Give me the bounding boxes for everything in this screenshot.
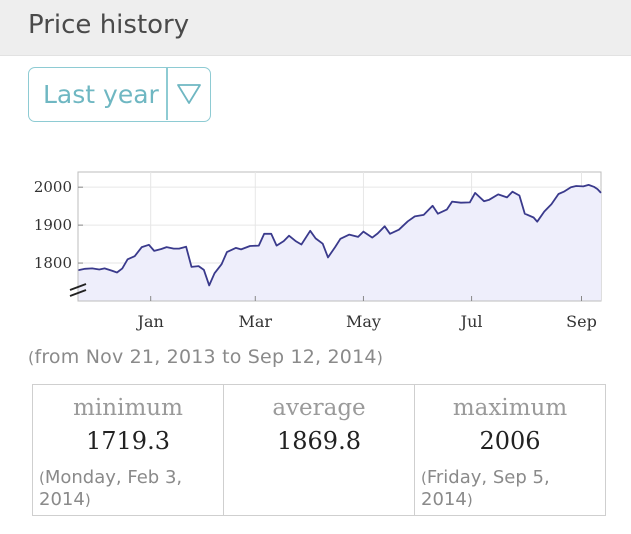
stat-average: average 1869.8: [224, 385, 415, 515]
stat-value: 2006: [479, 427, 541, 455]
y-tick-label: 1900: [34, 216, 72, 234]
header-bar: Price history: [0, 0, 631, 56]
stat-value: 1719.3: [86, 427, 170, 455]
axis-break-mark: [69, 289, 87, 297]
x-tick-label: Sep: [566, 312, 597, 331]
y-tick-label: 2000: [34, 178, 72, 196]
stat-minimum: minimum 1719.3 (Monday, Feb 3, 2014): [33, 385, 224, 515]
x-tick-label: Jan: [136, 312, 164, 331]
date-range-note: (from Nov 21, 2013 to Sep 12, 2014): [28, 346, 383, 368]
price-history-chart: 1800 1900 2000 Jan Mar May Jul Sep: [34, 171, 602, 331]
stat-value: 1869.8: [277, 427, 361, 455]
stat-date: (Friday, Sep 5, 2014): [421, 467, 550, 510]
stat-date-text: Friday, Sep 5, 2014: [421, 467, 550, 510]
series-line: [77, 184, 602, 287]
series-area: [78, 184, 601, 301]
stat-label: minimum: [73, 395, 183, 421]
open-paren: (: [28, 348, 35, 367]
close-paren: ): [376, 348, 384, 367]
x-tick-label: Jul: [459, 312, 483, 331]
x-tick-label: Mar: [238, 312, 272, 331]
period-dropdown[interactable]: Last year: [28, 67, 211, 122]
stat-label: maximum: [452, 395, 568, 421]
axis-break-mark: [69, 283, 87, 291]
triangle-down-icon[interactable]: [175, 82, 203, 106]
date-range-text: from Nov 21, 2013 to Sep 12, 2014: [34, 346, 377, 368]
page-title: Price history: [28, 10, 190, 40]
stat-date-text: Monday, Feb 3, 2014: [39, 467, 183, 510]
stat-date: (Monday, Feb 3, 2014): [39, 467, 183, 510]
stat-label: average: [272, 395, 366, 421]
period-dropdown-value: Last year: [43, 80, 159, 109]
y-tick-label: 1800: [34, 254, 72, 272]
dropdown-divider: [166, 68, 168, 120]
stat-maximum: maximum 2006 (Friday, Sep 5, 2014): [415, 385, 605, 515]
stats-table: minimum 1719.3 (Monday, Feb 3, 2014) ave…: [32, 384, 606, 516]
x-tick-label: May: [346, 312, 381, 331]
